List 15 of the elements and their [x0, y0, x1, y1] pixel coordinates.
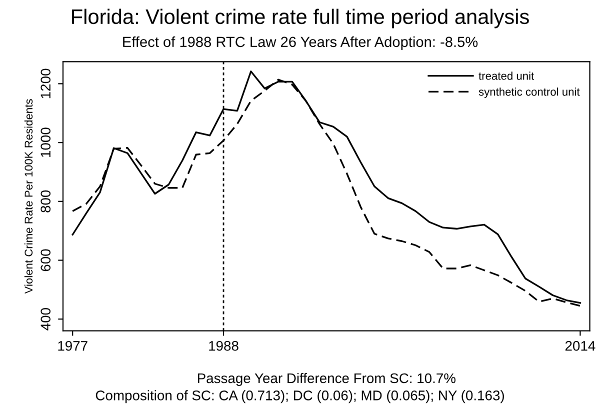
- text: Composition of SC: CA (0.713); DC (0.06); MD (0.065); NY (0.163): [96, 390, 504, 404]
- chart-subtitle: Effect of 1988 RTC Law 26 Years After Adoption: -8.5%: [123, 36, 478, 50]
- chart-title: Florida: Violent crime rate full time period analysis: [72, 8, 529, 28]
- x-tick-label: 1977: [58, 340, 88, 351]
- y-tick-label: 400: [40, 308, 51, 330]
- y-tick-label: 1000: [40, 128, 51, 157]
- legend-label: treated unit: [478, 72, 534, 80]
- x-tick-label: 1988: [209, 340, 238, 351]
- x-tick-label: 2014: [565, 340, 596, 351]
- y-axis-title: Violent Crime Rate Per 100K Residents: [24, 99, 33, 294]
- y-tick-label: 600: [40, 249, 51, 272]
- y-tick-label: 800: [40, 190, 51, 212]
- x-axis-title: Passage Year Difference From SC: 10.7%: [198, 372, 456, 386]
- legend-label: synthetic control unit: [478, 88, 580, 98]
- y-tick-label: 1200: [40, 68, 51, 98]
